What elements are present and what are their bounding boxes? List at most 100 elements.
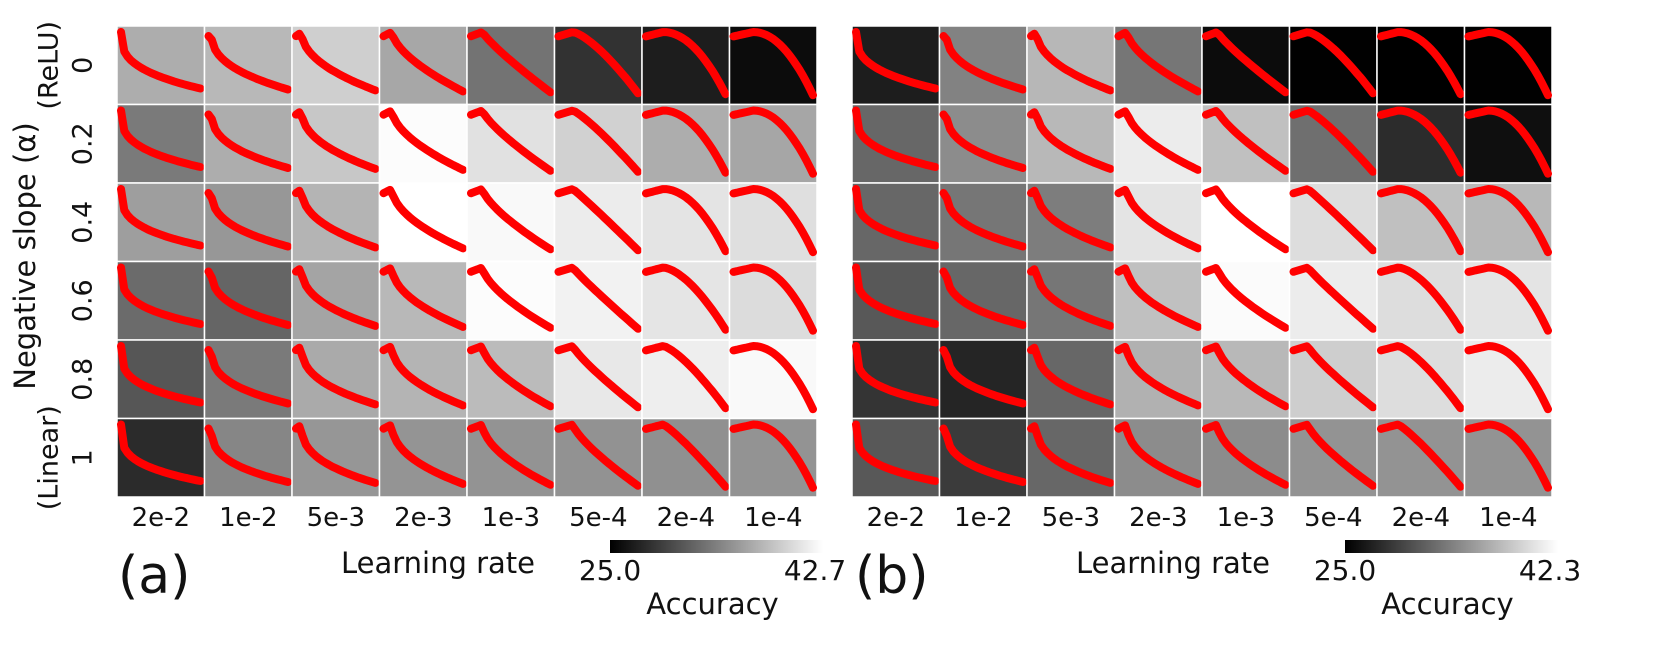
training-curve [939,32,1027,94]
training-curve [1464,106,1552,178]
x-tick-label: 5e-3 [307,503,365,533]
training-curve [1114,342,1202,410]
training-curve [1377,263,1465,334]
x-tick-label: 1e-4 [1479,503,1537,533]
training-curve [642,185,730,256]
training-curve [852,106,940,171]
training-curve [1027,265,1115,330]
training-curve [1464,185,1552,257]
training-curve [1464,342,1552,414]
training-curve [1027,186,1115,252]
heatmap-cell [1288,260,1378,341]
training-curve [467,185,555,254]
training-curve [554,185,642,255]
y-tick-label: 1 [67,449,98,466]
training-curve [467,107,555,175]
training-curve [379,185,467,253]
training-curve [729,263,817,335]
colorbar-title: Accuracy [1381,587,1513,621]
training-curve [1202,342,1290,411]
training-curve [1289,420,1377,490]
heatmap-cell [1376,417,1466,498]
training-curve [642,106,730,177]
training-curve [292,422,380,487]
training-curve [642,342,730,413]
x-axis-label: Learning rate [1076,546,1270,580]
heatmap-cell [291,339,381,420]
heatmap-cell [938,25,1028,106]
training-curve [852,420,940,485]
heatmap-cell [291,260,381,341]
training-curve [1202,264,1290,332]
training-curve [642,263,730,334]
heatmap-cell [203,182,293,263]
training-curve [642,420,730,491]
heatmap-cell [553,417,643,498]
training-curve [204,424,292,486]
training-curve [117,420,205,485]
heatmap-cell [203,417,293,498]
training-curve [642,28,730,99]
training-curve [729,106,817,178]
heatmap-cell [1026,339,1116,420]
heatmap-cell [203,260,293,341]
x-tick-label: 2e-3 [1129,503,1187,533]
training-curve [467,28,555,97]
heatmap-cell [203,25,293,106]
training-curve [204,110,292,172]
training-curve [939,346,1027,408]
heatmap-cell [851,25,941,106]
training-curve [729,185,817,257]
y-tick-label: 0.8 [67,358,98,401]
training-curve [1377,28,1465,99]
heatmap-cell [1288,182,1378,263]
colorbar-max-label: 42.3 [1519,554,1581,587]
training-curve [1377,106,1465,177]
heatmap-cell [1026,260,1116,341]
colorbar-min-label: 25.0 [579,554,641,587]
training-curve [1289,106,1377,176]
heatmap-cell [1288,103,1378,184]
x-tick-label: 2e-3 [394,503,452,533]
training-curve [1289,185,1377,255]
training-curve [292,265,380,330]
training-curve [1464,28,1552,100]
training-curve [1114,421,1202,488]
heatmap-cell [1026,103,1116,184]
training-curve [852,263,940,328]
training-curve [1114,28,1202,96]
training-curve [1027,422,1115,487]
training-curve [1377,342,1465,413]
x-axis-label: Learning rate [341,546,535,580]
x-tick-label: 5e-3 [1042,503,1100,533]
heatmap-cell [1026,417,1116,498]
training-curve [379,28,467,96]
training-curve [1114,264,1202,331]
panel-a: 2e-2 1e-2 5e-3 2e-3 1e-3 5e-4 2e-4 1e-4 (a) Learn… [116,25,846,621]
training-curve [1114,185,1202,253]
training-curve [729,342,817,414]
y-tick-labels: (ReLU) 0 0.2 0.4 0.6 0.8(Linear) 1 [33,21,98,510]
x-tick-label: 1e-4 [744,503,802,533]
x-tick-label: 1e-3 [1217,503,1275,533]
training-curve [117,106,205,171]
x-tick-label: 2e-2 [867,503,925,533]
training-curve [292,29,380,95]
training-curve [204,346,292,408]
x-tick-label: 1e-2 [219,503,277,533]
training-curve [117,263,205,328]
training-curve [1202,107,1290,175]
training-curve [554,263,642,333]
y-tick-label: (ReLU) [33,21,64,110]
heatmap-cell [116,25,206,106]
panel-b: 2e-2 1e-2 5e-3 2e-3 1e-3 5e-4 2e-4 1e-4 (b) Learn… [851,25,1581,621]
heatmap-cell [1288,25,1378,106]
training-curve [379,342,467,410]
training-curve [939,110,1027,172]
training-curve [554,342,642,412]
y-tick-label: 0.2 [67,122,98,165]
training-curve [204,32,292,94]
training-curve [117,185,205,250]
colorbar-min-label: 25.0 [1314,554,1376,587]
